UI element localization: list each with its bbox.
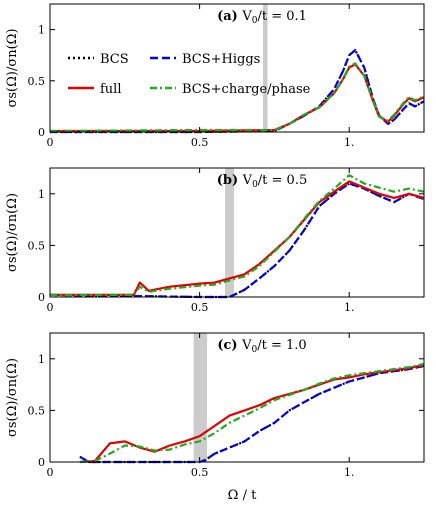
shaded-band	[263, 4, 268, 132]
legend-label: BCS	[100, 52, 129, 67]
series-line-bcs	[79, 364, 425, 464]
shaded-band	[225, 168, 235, 297]
y-tick-label: 1	[38, 188, 45, 201]
series-line-bcs-charge-phase	[50, 174, 425, 296]
x-tick-label: 0	[47, 466, 54, 479]
shaded-band	[193, 333, 208, 462]
y-tick-label: 0	[38, 456, 45, 469]
legend-label: BCS+charge/phase	[182, 82, 311, 97]
y-tick-label: 0	[38, 126, 45, 139]
plot-frame	[49, 167, 425, 298]
y-tick-label: 0	[38, 291, 45, 304]
y-axis-label: σs(Ω)/σn(Ω)	[5, 358, 20, 437]
series-line-bcs	[49, 182, 425, 299]
y-tick-label: 1	[38, 353, 45, 366]
series-line-full	[50, 63, 425, 133]
plot-frame	[49, 3, 425, 133]
y-tick-label: 0.5	[28, 404, 46, 417]
panel-title: (a) V0/t = 0.1	[217, 9, 307, 26]
series-line-full	[50, 180, 425, 296]
series-line-full	[79, 363, 425, 464]
plot-frame	[49, 332, 425, 463]
y-tick-label: 0.5	[28, 75, 46, 88]
legend: BCS BCS+Higgs full BCS+charge/phase	[68, 52, 311, 97]
x-tick-label: 1.	[344, 301, 355, 314]
y-axis-label: σs(Ω)/σn(Ω)	[5, 193, 20, 272]
x-tick-label: 1.	[344, 466, 355, 479]
x-tick-label: 0.5	[191, 301, 209, 314]
legend-label: full	[100, 82, 122, 97]
x-tick-label: 0	[47, 301, 54, 314]
x-tick-label: 0.5	[191, 466, 209, 479]
series-line-bcs-charge-phase	[79, 362, 425, 464]
series-line-bcs-higgs	[79, 364, 425, 464]
y-axis-label: σs(Ω)/σn(Ω)	[5, 28, 20, 107]
series-line-bcs-higgs	[49, 182, 425, 299]
x-tick-label: 0	[47, 136, 54, 149]
panel-title: (b) V0/t = 0.5	[217, 173, 307, 190]
panel-1: 0 0.5 1. 0 0.5 1 σs(Ω)/σn(Ω) (b) V0/t = 0.5	[5, 167, 425, 314]
panel-2: 0 0.5 1. 0 0.5 1 σs(Ω)/σn(Ω) (c) V0/t = 1.0	[5, 332, 425, 479]
y-tick-label: 1	[38, 24, 45, 37]
panel-title: (c) V0/t = 1.0	[217, 338, 306, 355]
shared-x-axis-label: Ω / t	[228, 488, 257, 503]
y-tick-label: 0.5	[28, 239, 46, 252]
x-tick-label: 0.5	[191, 136, 209, 149]
series-line-bcs-charge-phase	[49, 62, 425, 133]
x-tick-label: 1.	[344, 136, 355, 149]
legend-label: BCS+Higgs	[182, 52, 260, 67]
